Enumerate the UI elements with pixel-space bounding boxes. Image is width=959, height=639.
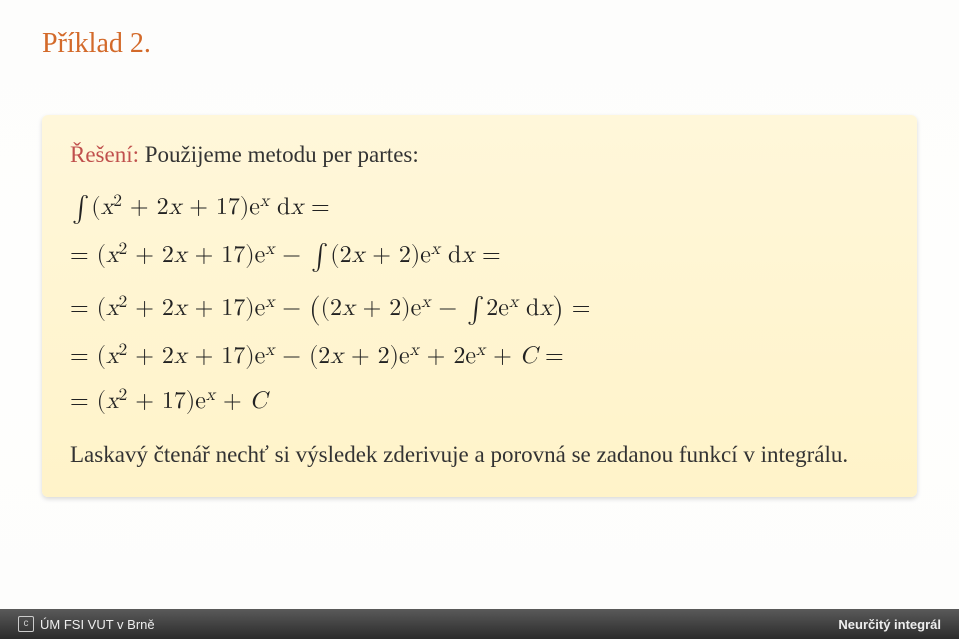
solution-note: Laskavý čtenář nechť si výsledek zderivu… (70, 437, 889, 473)
solution-box: Řešení: Použijeme metodu per partes: ∫(x… (42, 115, 917, 497)
copyright-icon: c (18, 616, 34, 632)
lead-text: Použijeme metodu per partes: (139, 142, 419, 167)
footer-left: c ÚM FSI VUT v Brně (18, 616, 155, 632)
math-line-5: = (x2 + 17)ex + C (70, 379, 889, 423)
math-line-2: = (x2 + 2x + 17)ex − ∫(2x + 2)ex dx = (70, 231, 889, 279)
slide-title: Příklad 2. (42, 28, 151, 60)
solution-lead: Řešení: Použijeme metodu per partes: (70, 137, 889, 173)
footer-left-text: ÚM FSI VUT v Brně (40, 617, 155, 632)
slide: Příklad 2. Řešení: Použijeme metodu per … (0, 0, 959, 639)
math-line-1: ∫(x2 + 2x + 17)ex dx = (70, 183, 889, 231)
lead-label: Řešení: (70, 142, 139, 167)
footer: c ÚM FSI VUT v Brně Neurčitý integrál (0, 609, 959, 639)
math-derivation: ∫(x2 + 2x + 17)ex dx = = (x2 + 2x + 17)e… (70, 183, 889, 423)
math-line-3: = (x2 + 2x + 17)ex − ((2x + 2)ex − ∫2ex … (70, 279, 889, 335)
math-line-4: = (x2 + 2x + 17)ex − (2x + 2)ex + 2ex + … (70, 334, 889, 378)
footer-right-text: Neurčitý integrál (838, 617, 941, 632)
